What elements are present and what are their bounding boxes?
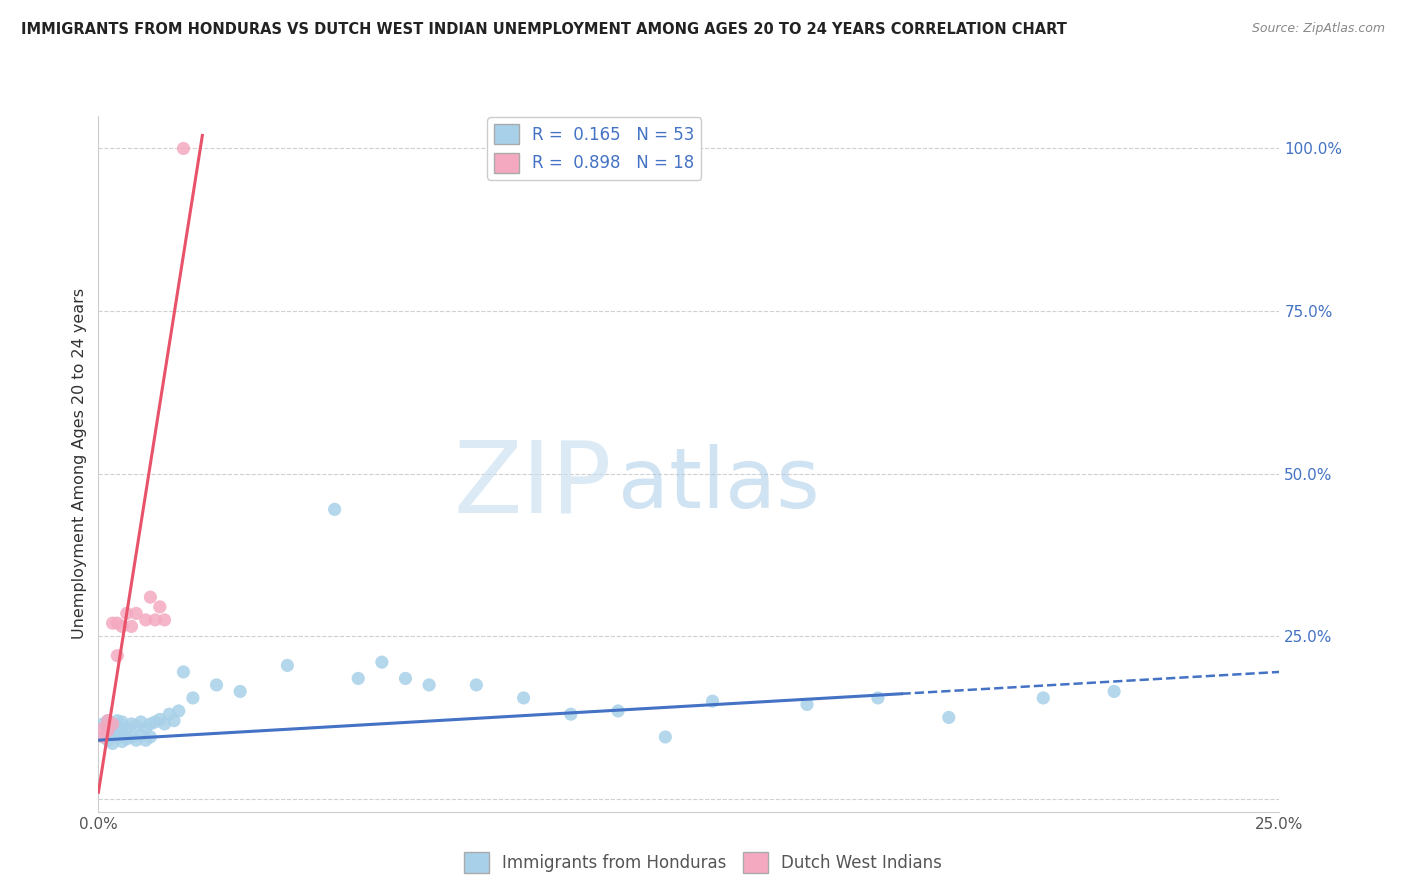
Point bbox=[115, 722, 138, 736]
Point bbox=[111, 619, 134, 633]
Point bbox=[143, 613, 166, 627]
Point bbox=[91, 730, 114, 744]
Point bbox=[101, 717, 124, 731]
Point bbox=[135, 613, 157, 627]
Point bbox=[607, 704, 630, 718]
Point bbox=[149, 712, 172, 726]
Point bbox=[172, 141, 194, 155]
Legend: R =  0.165   N = 53, R =  0.898   N = 18: R = 0.165 N = 53, R = 0.898 N = 18 bbox=[488, 118, 702, 179]
Point bbox=[702, 694, 724, 708]
Point bbox=[394, 672, 416, 686]
Point bbox=[97, 714, 120, 728]
Point bbox=[1032, 690, 1054, 705]
Point bbox=[115, 607, 138, 621]
Point bbox=[139, 730, 162, 744]
Point bbox=[111, 734, 134, 748]
Point bbox=[105, 730, 128, 744]
Point bbox=[163, 714, 186, 728]
Point bbox=[91, 717, 114, 731]
Point bbox=[465, 678, 488, 692]
Point bbox=[157, 707, 180, 722]
Point bbox=[135, 722, 157, 736]
Y-axis label: Unemployment Among Ages 20 to 24 years: Unemployment Among Ages 20 to 24 years bbox=[72, 288, 87, 640]
Point bbox=[97, 723, 120, 738]
Point bbox=[153, 613, 176, 627]
Point bbox=[938, 710, 960, 724]
Point bbox=[125, 607, 148, 621]
Point bbox=[91, 722, 114, 736]
Point bbox=[560, 707, 582, 722]
Point bbox=[149, 599, 172, 614]
Text: Source: ZipAtlas.com: Source: ZipAtlas.com bbox=[1251, 22, 1385, 36]
Point bbox=[125, 733, 148, 747]
Point bbox=[139, 717, 162, 731]
Point bbox=[139, 590, 162, 604]
Point bbox=[143, 714, 166, 729]
Point bbox=[796, 698, 818, 712]
Point bbox=[105, 720, 128, 734]
Point bbox=[115, 731, 138, 746]
Point bbox=[654, 730, 676, 744]
Point bbox=[172, 665, 194, 679]
Point bbox=[105, 648, 128, 663]
Point bbox=[276, 658, 298, 673]
Point bbox=[135, 733, 157, 747]
Point bbox=[866, 690, 889, 705]
Point bbox=[101, 736, 124, 750]
Point bbox=[129, 714, 152, 729]
Text: ZIP: ZIP bbox=[454, 436, 612, 533]
Point bbox=[205, 678, 228, 692]
Point bbox=[97, 723, 120, 738]
Point bbox=[371, 655, 394, 669]
Point bbox=[105, 714, 128, 728]
Point bbox=[121, 730, 143, 744]
Point bbox=[153, 717, 176, 731]
Point bbox=[97, 714, 120, 728]
Point bbox=[181, 690, 204, 705]
Point bbox=[97, 733, 120, 747]
Point bbox=[111, 723, 134, 738]
Point bbox=[129, 728, 152, 742]
Legend: Immigrants from Honduras, Dutch West Indians: Immigrants from Honduras, Dutch West Ind… bbox=[457, 846, 949, 880]
Point bbox=[121, 717, 143, 731]
Point bbox=[418, 678, 440, 692]
Point bbox=[101, 727, 124, 741]
Point bbox=[347, 672, 370, 686]
Point bbox=[101, 616, 124, 631]
Point bbox=[167, 704, 190, 718]
Point bbox=[1102, 684, 1125, 698]
Text: atlas: atlas bbox=[619, 444, 820, 525]
Point bbox=[125, 719, 148, 733]
Point bbox=[229, 684, 252, 698]
Point bbox=[101, 717, 124, 731]
Point bbox=[105, 616, 128, 631]
Point bbox=[512, 690, 534, 705]
Text: IMMIGRANTS FROM HONDURAS VS DUTCH WEST INDIAN UNEMPLOYMENT AMONG AGES 20 TO 24 Y: IMMIGRANTS FROM HONDURAS VS DUTCH WEST I… bbox=[21, 22, 1067, 37]
Point bbox=[111, 714, 134, 729]
Point bbox=[91, 730, 114, 744]
Point bbox=[323, 502, 346, 516]
Point bbox=[121, 619, 143, 633]
